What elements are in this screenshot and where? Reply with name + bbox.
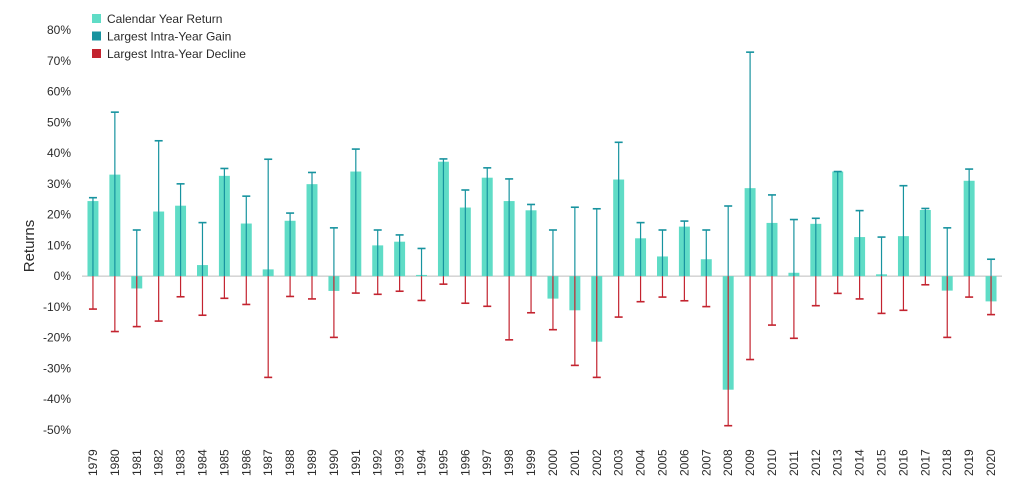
y-tick-label: 40% bbox=[47, 146, 71, 160]
x-tick-label: 2002 bbox=[590, 449, 604, 476]
x-tick-label: 2009 bbox=[743, 449, 757, 476]
x-tick-label: 2000 bbox=[546, 449, 560, 476]
x-tick-label: 1987 bbox=[261, 449, 275, 476]
x-tick-label: 1998 bbox=[502, 449, 516, 476]
x-tick-label: 2016 bbox=[896, 449, 910, 476]
x-tick-label: 1995 bbox=[436, 449, 450, 476]
x-tick-label: 2001 bbox=[568, 449, 582, 476]
x-tick-label: 2014 bbox=[853, 449, 867, 476]
x-tick-label: 2011 bbox=[787, 450, 801, 476]
x-tick-label: 1981 bbox=[130, 449, 144, 476]
y-axis-label: Returns bbox=[21, 220, 38, 273]
x-tick-label: 1996 bbox=[458, 449, 472, 476]
legend-label: Calendar Year Return bbox=[107, 12, 222, 26]
x-tick-label: 1979 bbox=[86, 449, 100, 476]
x-tick-label: 2012 bbox=[809, 449, 823, 476]
y-tick-label: -30% bbox=[43, 361, 71, 375]
y-tick-label: 10% bbox=[47, 238, 71, 252]
x-tick-label: 2020 bbox=[984, 449, 998, 476]
x-tick-label: 1999 bbox=[524, 449, 538, 476]
legend-swatch bbox=[92, 31, 101, 41]
x-tick-label: 1993 bbox=[393, 449, 407, 476]
x-tick-label: 1980 bbox=[108, 449, 122, 476]
x-tick-label: 1994 bbox=[415, 449, 429, 476]
x-tick-label: 1983 bbox=[174, 449, 188, 476]
x-tick-label: 2017 bbox=[918, 449, 932, 476]
y-tick-label: -10% bbox=[43, 300, 71, 314]
y-tick-label: -20% bbox=[43, 331, 71, 345]
legend-label: Largest Intra-Year Decline bbox=[107, 47, 246, 61]
x-tick-label: 1988 bbox=[283, 449, 297, 476]
x-tick-label: 1982 bbox=[152, 449, 166, 476]
x-tick-label: 2019 bbox=[962, 449, 976, 476]
x-tick-label: 2006 bbox=[677, 449, 691, 476]
x-tick-label: 2010 bbox=[765, 449, 779, 476]
legend-label: Largest Intra-Year Gain bbox=[107, 30, 231, 44]
y-tick-label: 80% bbox=[47, 23, 71, 37]
x-tick-label: 1989 bbox=[305, 449, 319, 476]
x-tick-label: 2003 bbox=[612, 449, 626, 476]
x-tick-label: 1992 bbox=[371, 449, 385, 476]
y-tick-label: 50% bbox=[47, 115, 71, 129]
x-tick-label: 1985 bbox=[217, 449, 231, 476]
x-tick-label: 1991 bbox=[349, 449, 363, 476]
y-tick-label: 70% bbox=[47, 54, 71, 68]
y-tick-label: -40% bbox=[43, 392, 71, 406]
x-tick-label: 2015 bbox=[875, 449, 889, 476]
x-tick-label: 2018 bbox=[940, 449, 954, 476]
y-tick-label: -50% bbox=[43, 423, 71, 437]
x-tick-label: 1984 bbox=[195, 449, 209, 476]
y-tick-label: 60% bbox=[47, 85, 71, 99]
legend-swatch bbox=[92, 14, 101, 23]
legend-swatch bbox=[92, 49, 101, 58]
x-tick-label: 1990 bbox=[327, 449, 341, 476]
legend: Calendar Year Return Largest Intra-Year G… bbox=[92, 12, 246, 61]
x-tick-label: 2004 bbox=[634, 449, 648, 476]
x-tick-label: 1997 bbox=[480, 449, 494, 476]
x-tick-label: 2005 bbox=[655, 449, 669, 476]
x-tick-label: 2007 bbox=[699, 449, 713, 476]
x-tick-label: 2013 bbox=[831, 449, 845, 476]
y-tick-label: 0% bbox=[54, 269, 72, 283]
x-tick-label: 1986 bbox=[239, 449, 253, 476]
x-tick-label: 2008 bbox=[721, 449, 735, 476]
y-tick-label: 20% bbox=[47, 208, 71, 222]
y-tick-label: 30% bbox=[47, 177, 71, 191]
